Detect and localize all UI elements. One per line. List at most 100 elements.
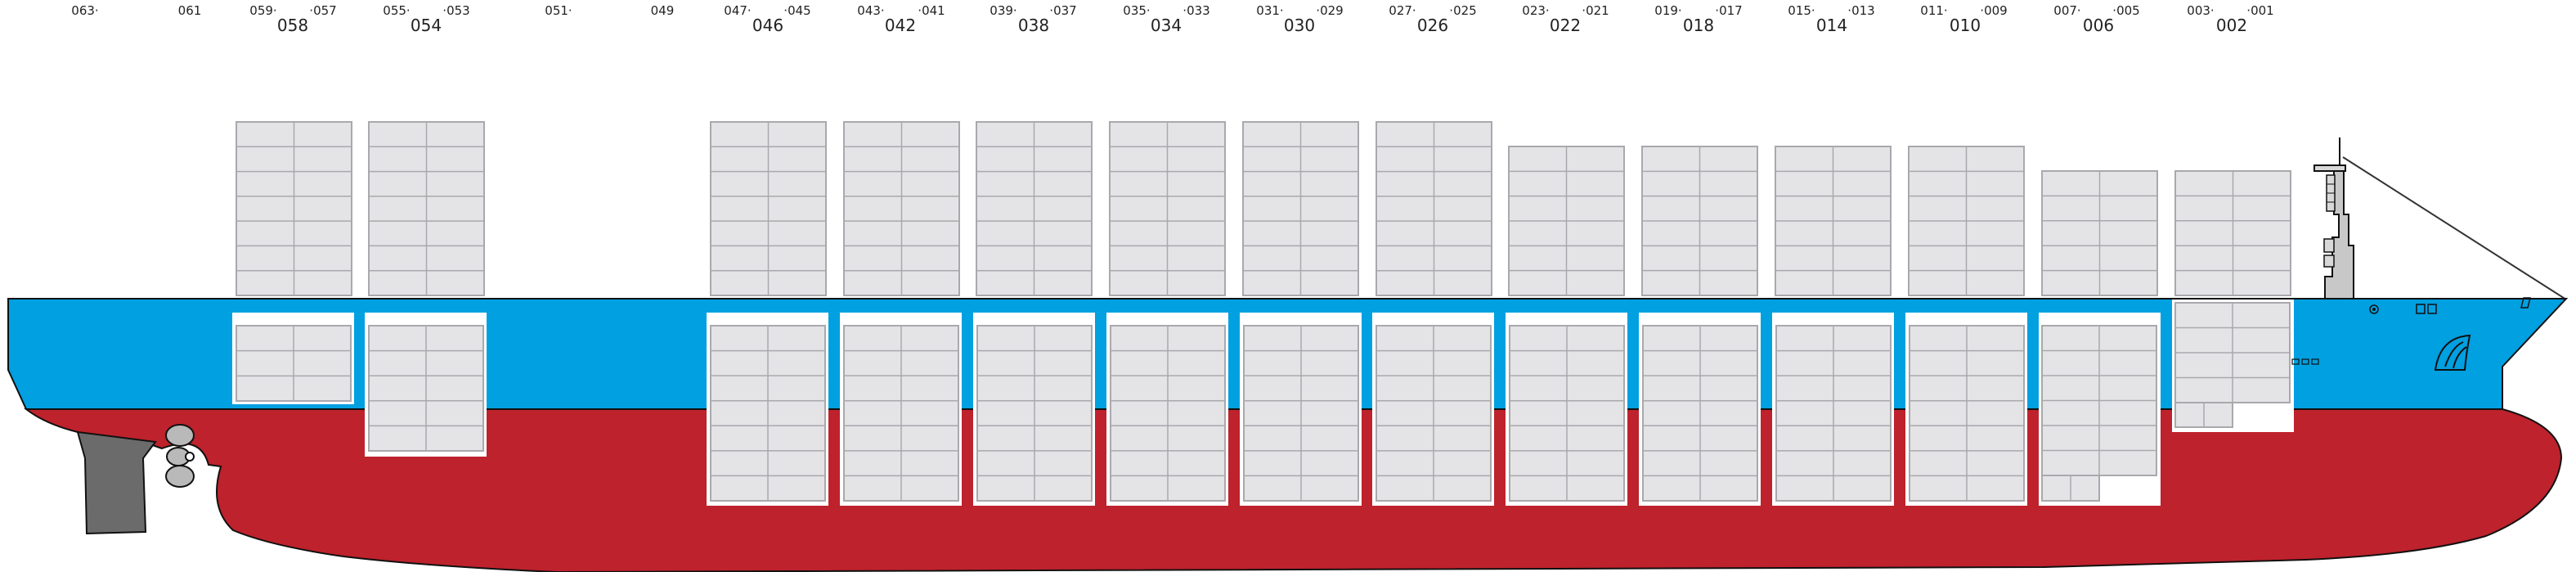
hold-container-block xyxy=(1642,325,1758,502)
cargo-holds xyxy=(232,300,2294,506)
cargo-hold xyxy=(2039,313,2161,506)
bay-label-bottom: 058 xyxy=(277,16,308,35)
bridge-superstructure-icon xyxy=(2313,137,2354,300)
deck-container-stack xyxy=(1775,146,1892,296)
bay-label-top: 061 xyxy=(178,3,202,18)
deck-container-stack xyxy=(1641,146,1758,296)
cargo-hold xyxy=(1905,313,2027,506)
hold-container-block xyxy=(1775,325,1892,502)
deck-container-stack xyxy=(2041,170,2158,296)
bay-label-top: 003· xyxy=(2187,3,2214,18)
cargo-hold xyxy=(840,313,962,506)
bay-label-top: 055· xyxy=(383,3,410,18)
bay-label-top: ·005 xyxy=(2112,3,2139,18)
bay-label-top: ·013 xyxy=(1847,3,1874,18)
cargo-hold xyxy=(1639,313,1761,506)
hold-container-block xyxy=(976,325,1093,502)
bay-label-top: 007· xyxy=(2053,3,2080,18)
bay-label-bottom: 022 xyxy=(1550,16,1581,35)
rudder xyxy=(76,430,157,535)
deck-container-stack xyxy=(1908,146,2025,296)
bay-label-top: ·009 xyxy=(1980,3,2007,18)
deck-container-stack xyxy=(843,121,960,296)
bay-label-top: 047· xyxy=(724,3,751,18)
bay-label-top: 049 xyxy=(651,3,675,18)
bay-label-top: ·033 xyxy=(1183,3,1209,18)
bay-label-top: ·041 xyxy=(918,3,945,18)
hold-container-block xyxy=(1909,325,2025,502)
cargo-hold xyxy=(1240,313,1362,506)
hold-container-block xyxy=(843,325,959,502)
bow-emblem-icon xyxy=(2434,334,2471,371)
bay-label-top: 027· xyxy=(1389,3,1416,18)
bay-label-bottom: 054 xyxy=(411,16,442,35)
deck-container-stack xyxy=(710,121,827,296)
deck-container-stack xyxy=(1242,121,1359,296)
bay-label-top: 063· xyxy=(71,3,98,18)
bay-label-top: 059· xyxy=(249,3,276,18)
bay-label-bottom: 046 xyxy=(752,16,783,35)
hold-container-block xyxy=(1376,325,1492,502)
bay-label-bottom: 002 xyxy=(2216,16,2247,35)
deck-container-stack xyxy=(236,121,352,296)
hold-container-block xyxy=(368,325,484,452)
hold-container-block xyxy=(2174,302,2291,403)
bay-label-top: 011· xyxy=(1920,3,1947,18)
bay-label-bottom: 042 xyxy=(885,16,916,35)
deck-container-stack xyxy=(368,121,485,296)
hold-container-block xyxy=(1110,325,1226,502)
forestay-line xyxy=(2342,156,2567,300)
deck-container-stack xyxy=(1376,121,1492,296)
deck-container-stack xyxy=(2174,170,2291,296)
bay-label-top: ·017 xyxy=(1715,3,1742,18)
bay-label-bottom: 026 xyxy=(1417,16,1448,35)
cargo-hold xyxy=(1106,313,1228,506)
bay-label-top: 043· xyxy=(857,3,884,18)
hold-container-block xyxy=(2174,402,2233,428)
cargo-hold xyxy=(707,313,828,506)
cargo-hold xyxy=(1372,313,1494,506)
bay-label-top: ·029 xyxy=(1316,3,1343,18)
bay-label-bottom: 014 xyxy=(1816,16,1847,35)
cargo-hold xyxy=(1506,313,1627,506)
bay-label-top: ·021 xyxy=(1582,3,1609,18)
bay-label-top: ·037 xyxy=(1049,3,1076,18)
bay-label-bottom: 030 xyxy=(1284,16,1315,35)
bay-label-top: 019· xyxy=(1654,3,1681,18)
bay-label-top: 023· xyxy=(1522,3,1549,18)
bay-label-bottom: 038 xyxy=(1018,16,1049,35)
bay-label-bottom: 006 xyxy=(2083,16,2114,35)
hold-container-block xyxy=(2041,325,2157,476)
bay-label-top: 035· xyxy=(1123,3,1150,18)
cargo-hold xyxy=(232,313,354,404)
cargo-hold xyxy=(2172,300,2294,432)
bay-label-bottom: 010 xyxy=(1950,16,1981,35)
deck-container-stacks xyxy=(236,121,2291,296)
bay-label-bottom: 018 xyxy=(1683,16,1714,35)
bay-label-top: ·001 xyxy=(2246,3,2273,18)
bay-label-top: 031· xyxy=(1256,3,1283,18)
propeller-icon xyxy=(165,424,195,488)
hold-container-block xyxy=(1509,325,1625,502)
bay-labels-top: 063· 061 059· ·057 055· ·053 051· 049 047· ·045 04… xyxy=(71,3,2273,18)
bay-label-top: ·057 xyxy=(309,3,336,18)
bay-label-top: 039· xyxy=(990,3,1016,18)
bay-label-top: 015· xyxy=(1788,3,1815,18)
bay-label-top: ·025 xyxy=(1449,3,1476,18)
bow-markings xyxy=(2291,297,2531,365)
bay-labels-bottom: 058 054 046 042 038 034 030 026 022 018 014 010 006 0… xyxy=(277,16,2247,35)
bay-label-bottom: 034 xyxy=(1151,16,1182,35)
cargo-hold xyxy=(973,313,1095,506)
hold-container-block xyxy=(236,325,352,402)
hold-container-block xyxy=(1243,325,1359,502)
deck-container-stack xyxy=(1109,121,1226,296)
bay-label-top: ·045 xyxy=(783,3,810,18)
hold-container-block xyxy=(710,325,826,502)
hold-container-block xyxy=(2041,475,2100,502)
cargo-hold xyxy=(365,313,487,457)
bay-label-top: ·053 xyxy=(442,3,469,18)
cargo-hold xyxy=(1772,313,1894,506)
bay-label-top: 051· xyxy=(545,3,572,18)
deck-container-stack xyxy=(1508,146,1625,296)
